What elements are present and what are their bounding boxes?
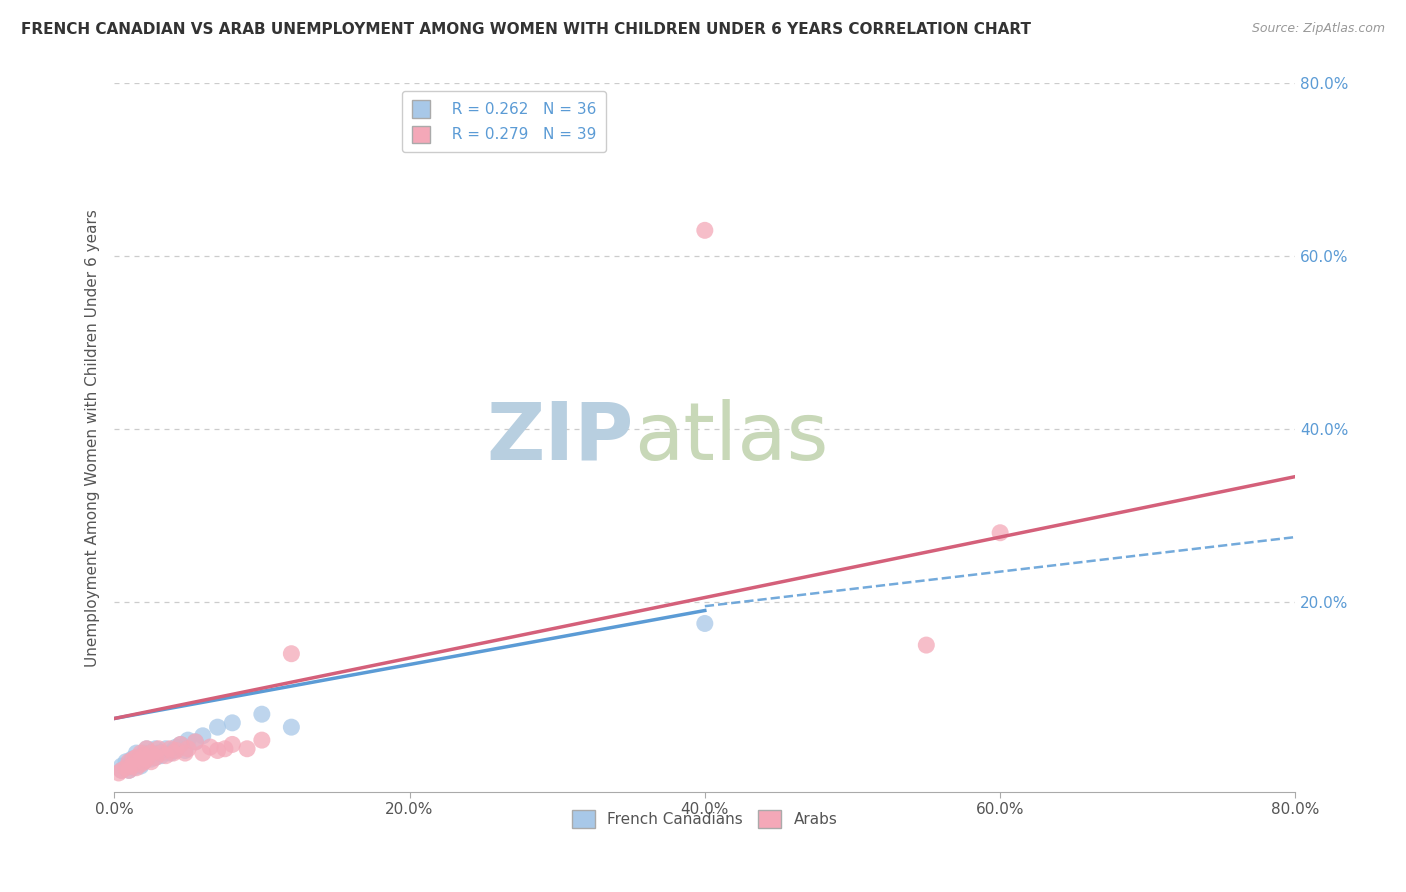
Point [118,764,141,778]
Point [125,761,148,775]
Point [115,755,138,769]
Point [118,757,141,772]
Point [169,738,191,752]
Point [150,748,173,763]
Point [132,755,155,769]
Point [177,741,200,756]
Point [169,738,191,752]
Point [165,739,187,754]
Text: Source: ZipAtlas.com: Source: ZipAtlas.com [1251,22,1385,36]
Point [165,743,187,757]
Y-axis label: Unemployment Among Women with Children Under 6 years: Unemployment Among Women with Children U… [86,209,100,666]
Text: ZIP: ZIP [486,399,634,476]
Point [221,715,243,730]
Point [122,752,145,766]
Point [207,743,229,757]
Point [198,739,221,754]
Point [214,741,236,756]
Point [280,720,302,734]
Point [148,746,170,760]
Point [155,748,177,763]
Point [121,752,143,766]
Point [129,752,152,766]
Point [139,755,162,769]
Point [121,759,143,773]
Point [280,647,302,661]
Point [915,638,938,652]
Point [135,748,157,763]
Point [129,746,152,760]
Point [988,525,1011,540]
Point [107,766,129,780]
Point [693,616,716,631]
Point [693,223,716,237]
Point [191,729,214,743]
Point [129,757,152,772]
Point [162,746,184,760]
Point [127,750,149,764]
Point [177,733,200,747]
Point [148,741,170,756]
Point [184,735,207,749]
Point [132,748,155,763]
Point [145,741,167,756]
Point [162,743,184,757]
Point [125,746,148,760]
Point [125,755,148,769]
Point [110,764,132,778]
Point [139,746,162,760]
Point [159,741,181,756]
Point [118,755,141,769]
Point [110,759,132,773]
Point [250,707,273,722]
Text: atlas: atlas [634,399,828,476]
Point [191,746,214,760]
Point [135,741,157,756]
Point [150,746,173,760]
Point [132,746,155,760]
Text: FRENCH CANADIAN VS ARAB UNEMPLOYMENT AMONG WOMEN WITH CHILDREN UNDER 6 YEARS COR: FRENCH CANADIAN VS ARAB UNEMPLOYMENT AMO… [21,22,1031,37]
Legend: French Canadians, Arabs: French Canadians, Arabs [567,804,844,834]
Point [110,764,132,778]
Point [159,746,181,760]
Point [174,746,197,760]
Point [139,746,162,760]
Point [174,743,197,757]
Point [139,752,162,766]
Point [135,752,157,766]
Point [125,750,148,764]
Point [155,741,177,756]
Point [132,755,155,769]
Point [129,759,152,773]
Point [207,720,229,734]
Point [122,761,145,775]
Point [221,738,243,752]
Point [115,761,138,775]
Point [250,733,273,747]
Point [135,741,157,756]
Point [184,735,207,749]
Point [118,764,141,778]
Point [145,750,167,764]
Point [145,750,167,764]
Point [236,741,259,756]
